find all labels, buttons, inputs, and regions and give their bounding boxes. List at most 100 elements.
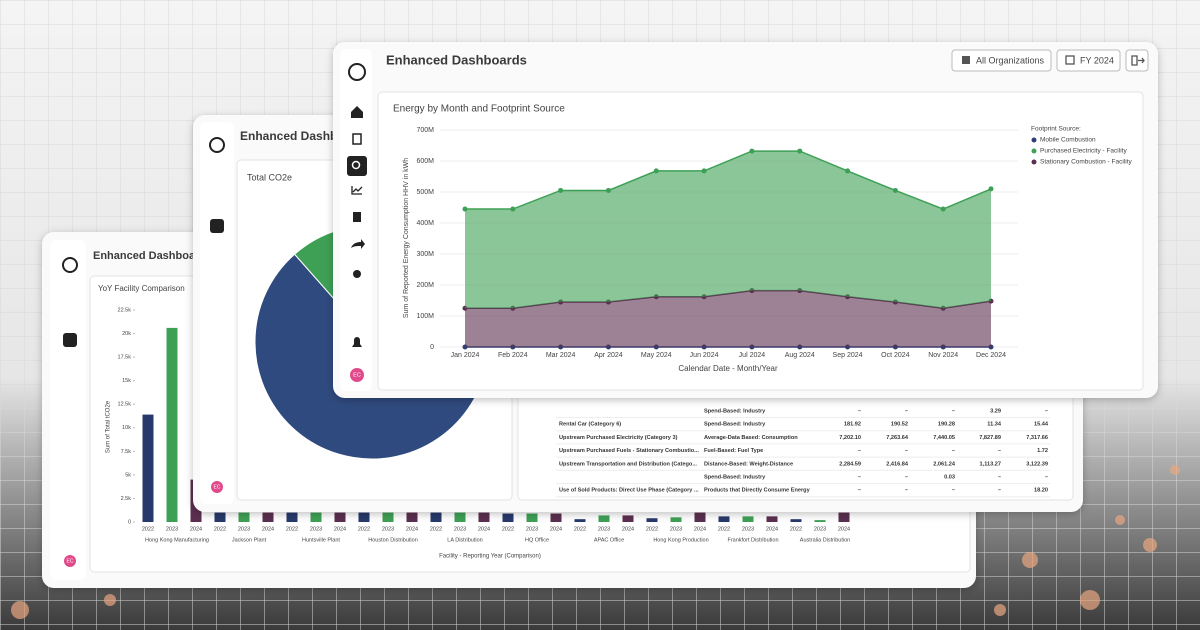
table-cell: 190.52 <box>891 422 908 428</box>
active-nav[interactable] <box>347 156 367 176</box>
y-tick-label: 100M <box>416 313 434 320</box>
point <box>749 148 755 154</box>
table-cell: 2,416.84 <box>886 461 909 467</box>
table-cell: Upstream Purchased Electricity (Category… <box>559 435 678 441</box>
bar <box>214 512 226 522</box>
bar <box>574 519 586 522</box>
page-title: Enhanced Dashboards <box>386 52 527 67</box>
nav-home[interactable] <box>351 106 363 118</box>
avatar[interactable] <box>64 555 76 567</box>
x-tick-label: 2023 <box>382 526 394 532</box>
category-label: Huntsville Plant <box>302 537 340 543</box>
x-tick-label: 2023 <box>526 526 538 532</box>
point <box>845 168 851 174</box>
legend-label: Purchased Electricity - Facility <box>1040 148 1127 155</box>
x-tick-label: 2022 <box>502 526 514 532</box>
x-tick-label: 2024 <box>766 526 778 532</box>
x-tick-label: Jan 2024 <box>451 352 480 359</box>
nav-share[interactable] <box>351 239 365 249</box>
table-cell: 3,122.39 <box>1026 461 1048 467</box>
nav-chart[interactable] <box>351 186 363 195</box>
x-tick-label: Dec 2024 <box>976 352 1006 359</box>
table-cell: – <box>952 448 955 454</box>
point <box>605 187 611 193</box>
y-tick-label: 12.5k <box>118 402 132 408</box>
bar <box>142 414 154 522</box>
bar <box>406 512 418 522</box>
table-cell: 181.92 <box>844 422 861 428</box>
nav-docs[interactable] <box>352 133 362 145</box>
x-tick-label: 2022 <box>286 526 298 532</box>
table-cell: Spend-Based: Industry <box>704 422 766 428</box>
table-cell: Rental Car (Category 6) <box>559 422 621 428</box>
bar <box>766 516 778 522</box>
legend-swatch <box>1031 137 1037 143</box>
bar <box>814 520 826 522</box>
nav-settings[interactable] <box>353 270 361 278</box>
table-cell: – <box>1045 474 1048 480</box>
table-cell: – <box>905 474 908 480</box>
category-label: HQ Office <box>525 537 549 543</box>
avatar-text: EC <box>353 372 361 378</box>
table-cell: Products that Directly Consume Energy <box>704 488 811 494</box>
bar <box>310 512 322 522</box>
x-axis-label: Calendar Date - Month/Year <box>678 364 778 373</box>
table-cell: 7,317.66 <box>1026 435 1048 441</box>
sidebar <box>50 240 86 580</box>
table-cell: 0.03 <box>944 474 955 480</box>
year-button[interactable] <box>1056 49 1121 72</box>
table-cell: Spend-Based: Industry <box>704 408 766 414</box>
avatar[interactable] <box>211 481 223 493</box>
table-cell: 2,061.24 <box>933 461 956 467</box>
org-icon <box>962 56 970 64</box>
active-nav[interactable] <box>63 333 77 347</box>
table-cell: 18.20 <box>1034 488 1048 494</box>
bar <box>622 515 634 522</box>
front-window: EC Enhanced Dashboards All Organizations… <box>333 42 1158 398</box>
y-tick-label: 10k <box>122 425 131 431</box>
nav-report[interactable] <box>353 212 361 222</box>
x-tick-label: Jun 2024 <box>690 352 719 359</box>
y-tick-label: 5k <box>125 472 131 478</box>
y-tick-label: 7.5k <box>121 449 132 455</box>
y-axis-label: Sum of Total tCO2e <box>106 400 112 453</box>
table-cell: 7,440.05 <box>933 435 955 441</box>
bar <box>598 515 610 522</box>
table-cell: Use of Sold Products: Direct Use Phase (… <box>559 488 699 494</box>
point <box>701 168 707 174</box>
x-tick-label: 2023 <box>742 526 754 532</box>
x-tick-label: 2024 <box>622 526 634 532</box>
logo <box>209 137 225 153</box>
point <box>653 168 659 174</box>
avatar[interactable] <box>350 368 364 382</box>
bar <box>694 512 706 522</box>
active-nav[interactable] <box>210 219 224 233</box>
y-tick-label: 0 <box>128 519 131 525</box>
table-cell: – <box>998 448 1001 454</box>
bar <box>334 512 346 522</box>
x-tick-label: 2022 <box>574 526 586 532</box>
line <box>465 150 992 210</box>
x-tick-label: 2024 <box>478 526 490 532</box>
org-button[interactable] <box>951 49 1052 72</box>
y-tick-label: 300M <box>416 251 434 258</box>
org-button-label: All Organizations <box>976 55 1045 65</box>
bar <box>166 327 178 522</box>
bar <box>238 512 250 522</box>
table-cell: 2,284.59 <box>839 461 861 467</box>
nav-notifications[interactable] <box>352 337 362 347</box>
chart-title: Total CO2e <box>247 172 292 182</box>
point <box>892 187 898 193</box>
y-tick-label: 22.5k <box>118 307 132 313</box>
legend-title: Footprint Source: <box>1031 126 1081 133</box>
y-tick-label: 20k <box>122 331 131 337</box>
category-label: LA Distribution <box>447 537 482 543</box>
x-tick-label: 2024 <box>550 526 562 532</box>
table-cell: Fuel-Based: Fuel Type <box>704 448 763 454</box>
bar <box>838 512 850 522</box>
x-tick-label: 2024 <box>262 526 274 532</box>
bar <box>382 512 394 522</box>
x-tick-label: Sep 2024 <box>833 352 863 359</box>
x-tick-label: 2023 <box>238 526 250 532</box>
